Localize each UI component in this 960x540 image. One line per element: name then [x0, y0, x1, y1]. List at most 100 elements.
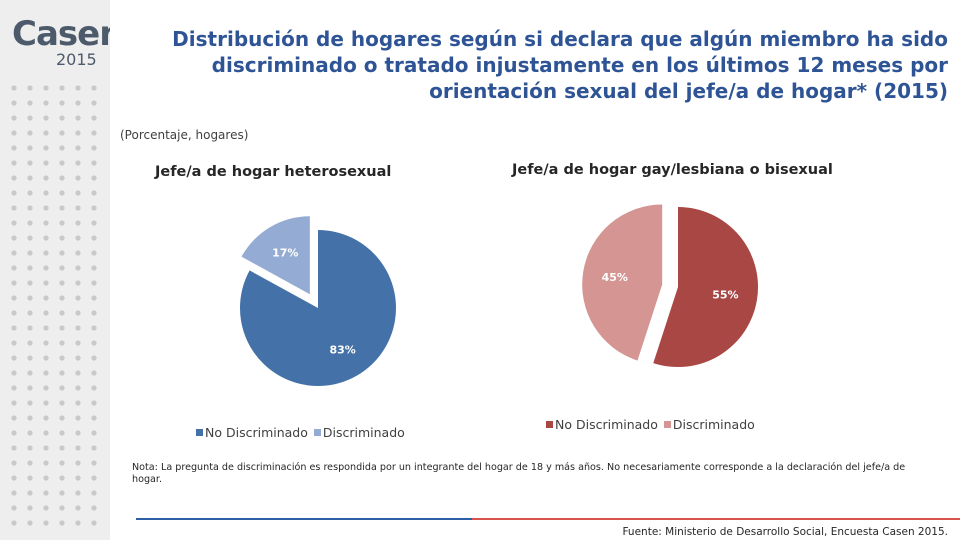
sidebar-dot — [27, 430, 33, 436]
sidebar-dot — [59, 115, 65, 121]
sidebar-dot — [75, 400, 81, 406]
legend-swatch-icon — [546, 421, 553, 428]
sidebar-dot — [75, 205, 81, 211]
footnote: Nota: La pregunta de discriminación es r… — [132, 462, 906, 485]
logo-year: 2015 — [56, 50, 97, 69]
sidebar-dot — [59, 400, 65, 406]
sidebar-dot — [11, 85, 17, 91]
sidebar-dot — [91, 325, 97, 331]
legend-swatch-icon — [313, 429, 321, 436]
data-label: 45% — [602, 271, 628, 284]
sidebar-dot — [27, 85, 33, 91]
sidebar-dot — [43, 100, 49, 106]
dot-pattern — [11, 85, 97, 526]
sidebar-dot — [43, 190, 49, 196]
sidebar-dot — [59, 295, 65, 301]
sidebar: Casen 2015 — [0, 0, 110, 540]
sidebar-dot — [75, 280, 81, 286]
sidebar-dot — [91, 505, 97, 511]
sidebar-dot — [43, 355, 49, 361]
sidebar-dot — [91, 385, 97, 391]
sidebar-dot — [43, 280, 49, 286]
sidebar-dot — [75, 355, 81, 361]
sidebar-dot — [91, 145, 97, 151]
sidebar-dot — [27, 280, 33, 286]
sidebar-dot — [43, 220, 49, 226]
sidebar-dot — [43, 370, 49, 376]
sidebar-dot — [27, 520, 33, 526]
sidebar-dot — [43, 130, 49, 136]
sidebar-dot — [75, 430, 81, 436]
divider-red — [472, 518, 960, 520]
pie-slice-no-discriminado — [653, 207, 758, 368]
sidebar-dot — [75, 175, 81, 181]
legend-item-no-discriminado: No Discriminado — [196, 425, 308, 440]
pie-slice-no-discriminado — [240, 230, 397, 387]
sidebar-dot — [75, 265, 81, 271]
sidebar-dot — [59, 100, 65, 106]
sidebar-dot — [27, 415, 33, 421]
sidebar-dot — [75, 520, 81, 526]
sidebar-dot — [43, 145, 49, 151]
sidebar-dot — [75, 130, 81, 136]
sidebar-dot — [27, 460, 33, 466]
sidebar-dot — [59, 460, 65, 466]
sidebar-dot — [27, 145, 33, 151]
pie-slice-discriminado — [582, 204, 663, 361]
sidebar-dot — [11, 355, 17, 361]
sidebar-dot — [27, 340, 33, 346]
sidebar-dot — [91, 355, 97, 361]
sidebar-dot — [11, 190, 17, 196]
sidebar-dot — [27, 235, 33, 241]
sidebar-dot — [91, 430, 97, 436]
sidebar-dot — [91, 265, 97, 271]
sidebar-dot — [27, 160, 33, 166]
sidebar-dot — [91, 370, 97, 376]
legend-item-no-discriminado: No Discriminado — [546, 417, 658, 432]
sidebar-dot — [75, 235, 81, 241]
sidebar-dot — [11, 325, 17, 331]
sidebar-dot — [27, 310, 33, 316]
sidebar-dot — [27, 400, 33, 406]
sidebar-dot — [43, 310, 49, 316]
sidebar-dot — [91, 295, 97, 301]
sidebar-dot — [27, 505, 33, 511]
sidebar-dot — [27, 355, 33, 361]
sidebar-dot — [59, 445, 65, 451]
sidebar-dot — [43, 415, 49, 421]
sidebar-dot — [11, 175, 17, 181]
sidebar-dot — [75, 370, 81, 376]
sidebar-dot — [11, 460, 17, 466]
sidebar-dot — [91, 205, 97, 211]
sidebar-dot — [43, 250, 49, 256]
sidebar-dot — [11, 430, 17, 436]
sidebar-dot — [91, 280, 97, 286]
sidebar-dot — [43, 115, 49, 121]
sidebar-dot — [91, 115, 97, 121]
sidebar-dot — [27, 175, 33, 181]
sidebar-dot — [43, 295, 49, 301]
sidebar-dot — [59, 205, 65, 211]
sidebar-dot — [43, 340, 49, 346]
chart-subtitle: (Porcentaje, hogares) — [120, 128, 249, 142]
sidebar-dot — [75, 250, 81, 256]
sidebar-dot — [59, 190, 65, 196]
sidebar-dot — [75, 145, 81, 151]
sidebar-dot — [59, 370, 65, 376]
sidebar-dot — [59, 130, 65, 136]
sidebar-dot — [75, 160, 81, 166]
sidebar-dot — [11, 100, 17, 106]
sidebar-dot — [91, 220, 97, 226]
sidebar-dot — [11, 295, 17, 301]
sidebar-dot — [59, 475, 65, 481]
sidebar-dot — [27, 325, 33, 331]
sidebar-dot — [43, 475, 49, 481]
sidebar-dot — [11, 220, 17, 226]
sidebar-dot — [27, 220, 33, 226]
sidebar-dot — [43, 235, 49, 241]
sidebar-dot — [43, 175, 49, 181]
sidebar-dot — [59, 235, 65, 241]
data-label: 83% — [329, 344, 355, 357]
sidebar-dot — [59, 355, 65, 361]
